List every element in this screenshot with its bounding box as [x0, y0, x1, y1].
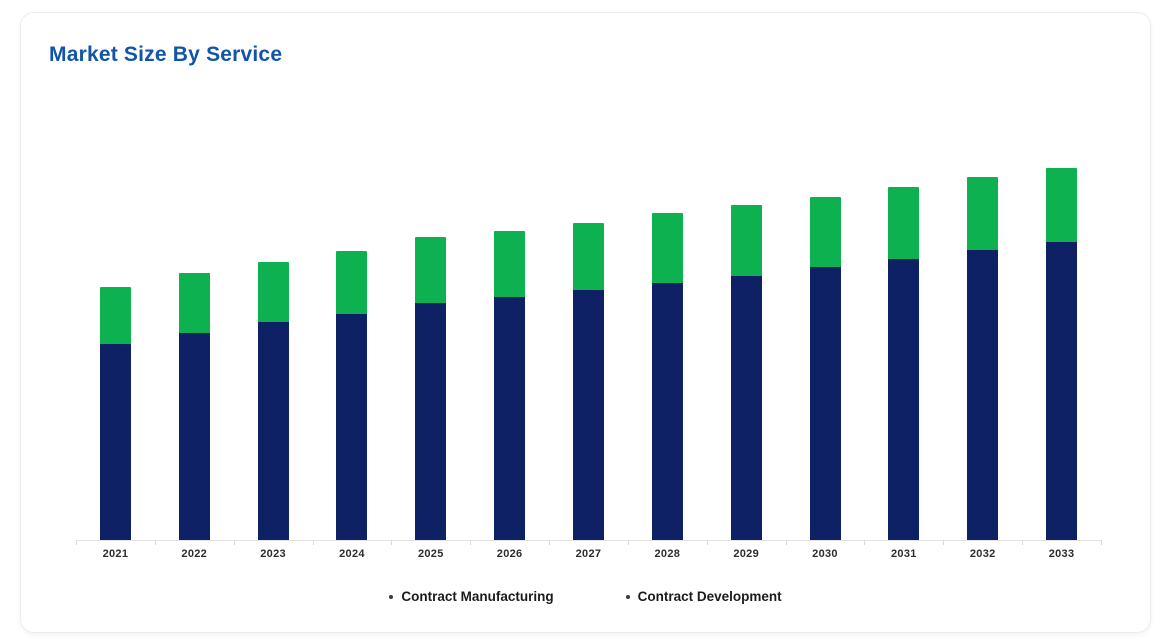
- x-axis-tick: [627, 540, 629, 545]
- stacked-bar-chart: 2021 2022 2023 2024 2025 2026 2027 2028 2029 2030…: [76, 101, 1102, 569]
- bar-segment-contract-manufacturing[interactable]: [651, 282, 683, 540]
- bar-segment-contract-development[interactable]: [494, 231, 526, 298]
- x-axis-label-2022: 2022: [181, 548, 208, 560]
- bar-segment-contract-manufacturing[interactable]: [572, 290, 604, 540]
- legend-marker-icon: [389, 594, 394, 599]
- x-axis-tick: [549, 540, 551, 545]
- bar-stack-2024[interactable]: [336, 250, 368, 540]
- bar-segment-contract-manufacturing[interactable]: [99, 344, 131, 540]
- x-axis-tick: [233, 540, 235, 545]
- bar-segment-contract-development[interactable]: [178, 273, 210, 334]
- x-axis-label-2025: 2025: [417, 548, 444, 560]
- bar-column-2032: [943, 101, 1022, 540]
- bar-column-2022: [155, 101, 234, 540]
- x-axis-tick: [76, 540, 77, 545]
- bar-segment-contract-manufacturing[interactable]: [730, 275, 762, 540]
- bar-stack-2023[interactable]: [257, 262, 289, 540]
- bar-column-2023: [234, 101, 313, 540]
- x-axis-label-2032: 2032: [969, 548, 996, 560]
- bar-segment-contract-development[interactable]: [572, 223, 604, 290]
- bar-segment-contract-development[interactable]: [99, 287, 131, 344]
- x-axis-label-2026: 2026: [496, 548, 523, 560]
- bar-segment-contract-manufacturing[interactable]: [809, 267, 841, 540]
- x-axis-label-2027: 2027: [575, 548, 602, 560]
- legend-item-contract-manufacturing[interactable]: Contract Manufacturing: [389, 589, 554, 604]
- x-axis: 2021 2022 2023 2024 2025 2026 2027 2028 2029 2030…: [76, 541, 1101, 560]
- bar-stack-2029[interactable]: [730, 204, 762, 540]
- bar-stack-2032[interactable]: [967, 176, 999, 540]
- bar-stack-2033[interactable]: [1046, 168, 1078, 540]
- x-axis-label-2028: 2028: [654, 548, 681, 560]
- bar-column-2029: [707, 101, 786, 540]
- x-axis-label-2023: 2023: [260, 548, 286, 560]
- x-axis-tick: [706, 540, 708, 545]
- bar-column-2027: [549, 101, 628, 540]
- bar-column-2028: [628, 101, 707, 540]
- bar-column-2033: [1022, 101, 1101, 540]
- plot-area: [76, 101, 1102, 545]
- bar-segment-contract-development[interactable]: [257, 262, 289, 322]
- x-axis-tick: [391, 540, 393, 545]
- bar-segment-contract-manufacturing[interactable]: [494, 297, 526, 540]
- bar-segment-contract-development[interactable]: [888, 186, 920, 260]
- chart-card: Market Size By Service 2021 2022 2023 2024 2…: [20, 12, 1151, 633]
- x-axis-tick: [1101, 540, 1102, 545]
- legend-label: Contract Development: [637, 589, 782, 604]
- bar-segment-contract-development[interactable]: [336, 250, 368, 314]
- x-axis-label-2021: 2021: [102, 548, 129, 560]
- bar-segment-contract-development[interactable]: [415, 237, 447, 303]
- x-axis-tick: [312, 540, 314, 545]
- bar-segment-contract-manufacturing[interactable]: [888, 259, 920, 540]
- bar-column-2026: [470, 101, 549, 540]
- bar-segment-contract-development[interactable]: [809, 197, 841, 267]
- x-axis-label-2029: 2029: [733, 548, 759, 560]
- bar-stack-2025[interactable]: [415, 237, 447, 540]
- bar-segment-contract-manufacturing[interactable]: [336, 313, 368, 540]
- x-axis-tick: [1022, 540, 1024, 545]
- chart-legend: Contract Manufacturing Contract Developme…: [21, 589, 1150, 604]
- bar-stack-2028[interactable]: [651, 213, 683, 540]
- bar-segment-contract-manufacturing[interactable]: [257, 322, 289, 540]
- bar-segment-contract-development[interactable]: [651, 213, 683, 283]
- x-axis-label-2033: 2033: [1048, 548, 1075, 560]
- bar-column-2024: [313, 101, 392, 540]
- bar-segment-contract-manufacturing[interactable]: [178, 333, 210, 540]
- x-axis-tick: [785, 540, 787, 545]
- bar-segment-contract-development[interactable]: [967, 176, 999, 250]
- x-axis-tick: [943, 540, 945, 545]
- chart-title: Market Size By Service: [49, 43, 283, 66]
- bar-segment-contract-manufacturing[interactable]: [415, 303, 447, 540]
- legend-label: Contract Manufacturing: [401, 589, 554, 604]
- x-axis-tick: [864, 540, 866, 545]
- bar-column-2025: [391, 101, 470, 540]
- bar-stack-2021[interactable]: [99, 287, 131, 540]
- bar-stack-2026[interactable]: [494, 231, 526, 540]
- bar-column-2021: [76, 101, 155, 540]
- x-axis-label-2024: 2024: [339, 548, 365, 560]
- legend-marker-icon: [625, 594, 630, 599]
- bar-column-2030: [786, 101, 865, 540]
- x-axis-label-2030: 2030: [812, 548, 838, 560]
- bar-segment-contract-manufacturing[interactable]: [1046, 242, 1078, 540]
- bar-column-2031: [864, 101, 943, 540]
- bar-segment-contract-development[interactable]: [1046, 168, 1078, 242]
- bar-stack-2030[interactable]: [809, 197, 841, 540]
- bar-stack-2022[interactable]: [178, 273, 210, 540]
- bar-stack-2027[interactable]: [572, 223, 604, 540]
- bar-stack-2031[interactable]: [888, 186, 920, 540]
- bar-segment-contract-manufacturing[interactable]: [967, 249, 999, 540]
- bar-segment-contract-development[interactable]: [730, 204, 762, 276]
- x-axis-tick: [154, 540, 156, 545]
- legend-item-contract-development[interactable]: Contract Development: [625, 589, 782, 604]
- x-axis-label-2031: 2031: [891, 548, 917, 560]
- x-axis-tick: [470, 540, 472, 545]
